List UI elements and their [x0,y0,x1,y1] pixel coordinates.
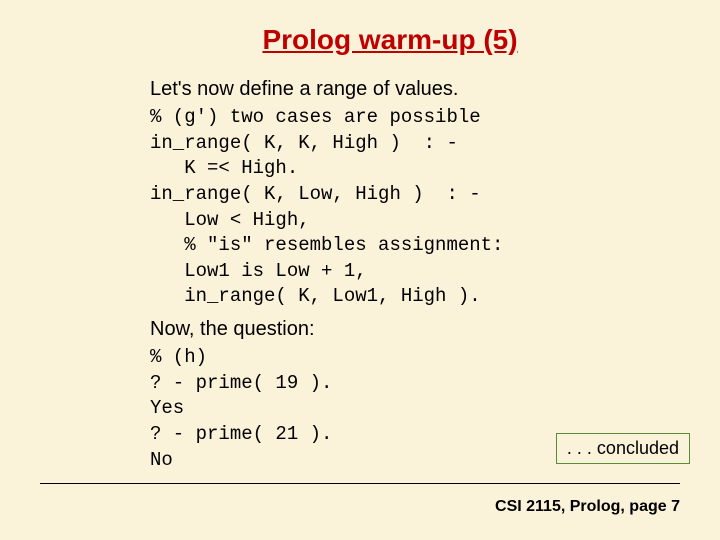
footer-sep1: , [561,498,570,515]
slide: Prolog warm-up (5) Let's now define a ra… [0,0,720,540]
footer-page-number: 7 [671,498,680,515]
footer-sep2: , [620,498,629,515]
concluded-box: . . . concluded [556,433,690,464]
footer-topic: Prolog [570,498,621,515]
question-label: Now, the question: [150,318,670,341]
footer: CSI 2115, Prolog, page 7 [495,498,680,516]
footer-page-label: page [629,498,666,515]
code-block-1: % (g') two cases are possible in_range( … [150,105,670,310]
divider-line [40,483,680,484]
intro-text: Let's now define a range of values. [150,78,670,101]
footer-course: CSI 2115 [495,498,561,515]
slide-title: Prolog warm-up (5) [110,24,670,56]
